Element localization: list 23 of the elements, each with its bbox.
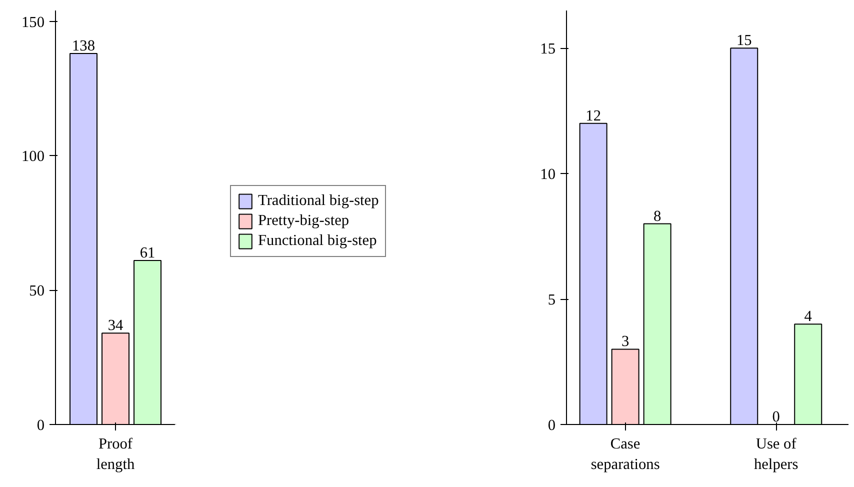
y-tick-label: 150: [22, 14, 45, 31]
legend-label: Pretty-big-step: [258, 212, 350, 230]
data-label: 61: [140, 244, 156, 262]
y-tick-label: 10: [540, 166, 556, 184]
y-tick-label: 5: [548, 292, 556, 309]
x-tick-label: Use of helpers: [754, 436, 798, 473]
data-label: 12: [586, 107, 601, 124]
y-tick-label: 15: [540, 40, 556, 58]
legend-label: Functional big-step: [258, 232, 377, 250]
data-label: 34: [108, 317, 124, 334]
y-tick-label: 100: [22, 148, 45, 166]
data-label: 138: [72, 38, 96, 55]
x-tick-label: Proof length: [96, 436, 135, 473]
data-label: 0: [772, 408, 780, 426]
y-tick-label: 50: [29, 282, 45, 300]
data-label: 8: [653, 208, 662, 225]
data-label: 3: [621, 333, 630, 350]
y-tick-label: 0: [36, 417, 45, 434]
legend-label: Traditional big-step: [258, 192, 379, 210]
y-tick-label: 0: [548, 417, 556, 434]
data-label: 15: [736, 32, 752, 50]
x-tick-label: Case separations: [590, 436, 660, 473]
data-label: 4: [804, 308, 812, 326]
